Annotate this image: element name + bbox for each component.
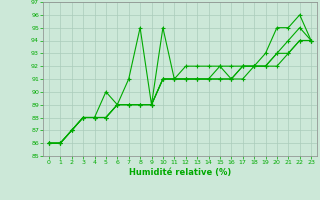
X-axis label: Humidité relative (%): Humidité relative (%) [129,168,231,177]
